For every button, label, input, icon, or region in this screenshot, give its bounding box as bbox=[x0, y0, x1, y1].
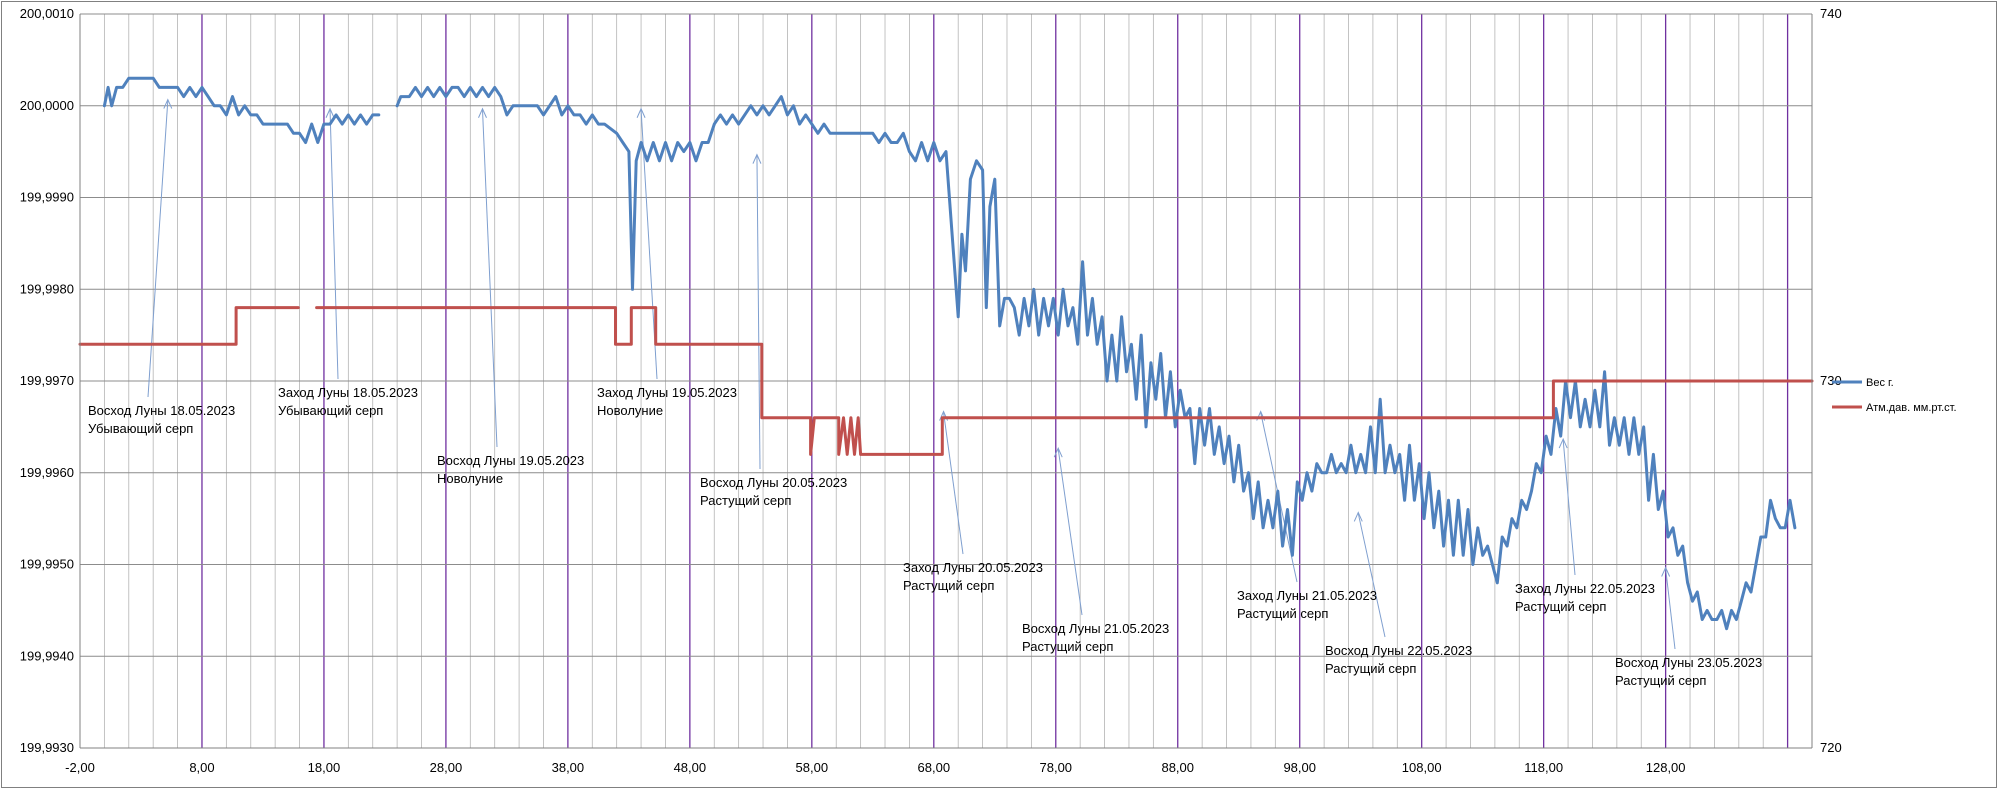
x-tick-label: 88,00 bbox=[1161, 760, 1194, 775]
annotation-label: Растущий серп bbox=[1325, 661, 1416, 676]
y-left-tick-label: 199,9930 bbox=[20, 740, 74, 755]
annotation-leader bbox=[147, 100, 169, 398]
annotation-arrowhead bbox=[163, 98, 173, 109]
annotation-label: Восход Луны 18.05.2023 bbox=[88, 403, 235, 418]
annotation-label: Восход Луны 20.05.2023 bbox=[700, 475, 847, 490]
annotation-leader bbox=[756, 155, 761, 470]
annotation-label: Растущий серп bbox=[1237, 606, 1328, 621]
annotation-leaders bbox=[147, 98, 1676, 650]
y-right-tick-label: 740 bbox=[1820, 6, 1842, 21]
annotation-labels: Восход Луны 18.05.2023 Убывающий серп Захо… bbox=[88, 385, 1762, 688]
y-left-tick-label: 200,0000 bbox=[20, 98, 74, 113]
y-left-tick-label: 199,9980 bbox=[20, 281, 74, 296]
annotation-arrowhead bbox=[636, 107, 646, 118]
pressure-series-line bbox=[315, 306, 1814, 456]
y-left-tick-label: 199,9940 bbox=[20, 648, 74, 663]
x-tick-label: 8,00 bbox=[189, 760, 214, 775]
x-tick-label: 108,00 bbox=[1402, 760, 1442, 775]
annotation-label: Новолуние bbox=[437, 471, 503, 486]
weight-series-line bbox=[102, 76, 381, 144]
annotation-label: Заход Луны 20.05.2023 bbox=[903, 560, 1043, 575]
y-left-tick-label: 199,9960 bbox=[20, 465, 74, 480]
pressure-series-line bbox=[78, 306, 300, 346]
y-right-tick-label: 720 bbox=[1820, 740, 1842, 755]
annotation-label: Растущий серп bbox=[1022, 639, 1113, 654]
x-tick-label: 68,00 bbox=[918, 760, 951, 775]
x-tick-label: 78,00 bbox=[1040, 760, 1073, 775]
x-tick-label: 18,00 bbox=[308, 760, 341, 775]
annotation-label: Заход Луны 21.05.2023 bbox=[1237, 588, 1377, 603]
annotation-leader bbox=[1665, 568, 1676, 650]
annotation-label: Заход Луны 18.05.2023 bbox=[278, 385, 418, 400]
annotation-arrowhead bbox=[1053, 446, 1063, 458]
annotation-leader bbox=[943, 412, 964, 555]
x-tick-label: 128,00 bbox=[1646, 760, 1686, 775]
annotation-label: Растущий серп bbox=[1615, 673, 1706, 688]
annotation-arrowhead bbox=[1353, 511, 1363, 522]
x-tick-label: 28,00 bbox=[430, 760, 463, 775]
annotation-label: Убывающий серп bbox=[278, 403, 383, 418]
annotation-label: Заход Луны 22.05.2023 bbox=[1515, 581, 1655, 596]
annotation-label: Растущий серп bbox=[700, 493, 791, 508]
annotation-leader bbox=[329, 109, 339, 380]
x-tick-label: -2,00 bbox=[65, 760, 95, 775]
y-left-tick-label: 199,9990 bbox=[20, 190, 74, 205]
annotation-label: Восход Луны 19.05.2023 bbox=[437, 453, 584, 468]
x-tick-label: 48,00 bbox=[674, 760, 707, 775]
legend-label: Атм.дав. мм.рт.ст. bbox=[1866, 402, 1957, 414]
x-tick-label: 38,00 bbox=[552, 760, 585, 775]
y-left-tick-label: 199,9950 bbox=[20, 557, 74, 572]
annotation-label: Восход Луны 23.05.2023 bbox=[1615, 655, 1762, 670]
axes: 199,9930 199,9940 199,9950 199,9960 199,9970… bbox=[20, 6, 1842, 775]
annotation-arrowhead bbox=[752, 153, 762, 164]
annotation-arrowhead bbox=[1558, 437, 1568, 449]
x-tick-label: 58,00 bbox=[796, 760, 829, 775]
annotation-label: Новолуние bbox=[597, 403, 663, 418]
annotation-leader bbox=[482, 109, 498, 448]
weight-series-line bbox=[395, 85, 1797, 631]
grid-lines bbox=[79, 13, 1813, 749]
annotation-label: Восход Луны 22.05.2023 bbox=[1325, 643, 1472, 658]
annotation-label: Заход Луны 19.05.2023 bbox=[597, 385, 737, 400]
y-right-tick-label: 730 bbox=[1820, 373, 1842, 388]
annotation-label: Растущий серп bbox=[903, 578, 994, 593]
annotation-label: Восход Луны 21.05.2023 bbox=[1022, 621, 1169, 636]
annotation-arrowhead bbox=[325, 107, 335, 118]
x-tick-label: 118,00 bbox=[1524, 760, 1563, 775]
series-lines bbox=[78, 76, 1814, 631]
annotation-leader bbox=[1357, 513, 1386, 638]
annotation-leader bbox=[1562, 440, 1576, 576]
annotation-label: Растущий серп bbox=[1515, 599, 1606, 614]
annotation-leader bbox=[1057, 449, 1083, 616]
y-left-tick-label: 200,0010 bbox=[20, 6, 74, 21]
annotation-arrowhead bbox=[478, 107, 487, 118]
legend-label: Вес г. bbox=[1866, 377, 1894, 389]
x-tick-label: 98,00 bbox=[1283, 760, 1316, 775]
legend: Вес г. Атм.дав. мм.рт.ст. bbox=[1832, 377, 1957, 414]
y-left-tick-label: 199,9970 bbox=[20, 373, 74, 388]
annotation-label: Убывающий серп bbox=[88, 421, 193, 436]
annotation-arrowhead bbox=[1661, 566, 1671, 577]
